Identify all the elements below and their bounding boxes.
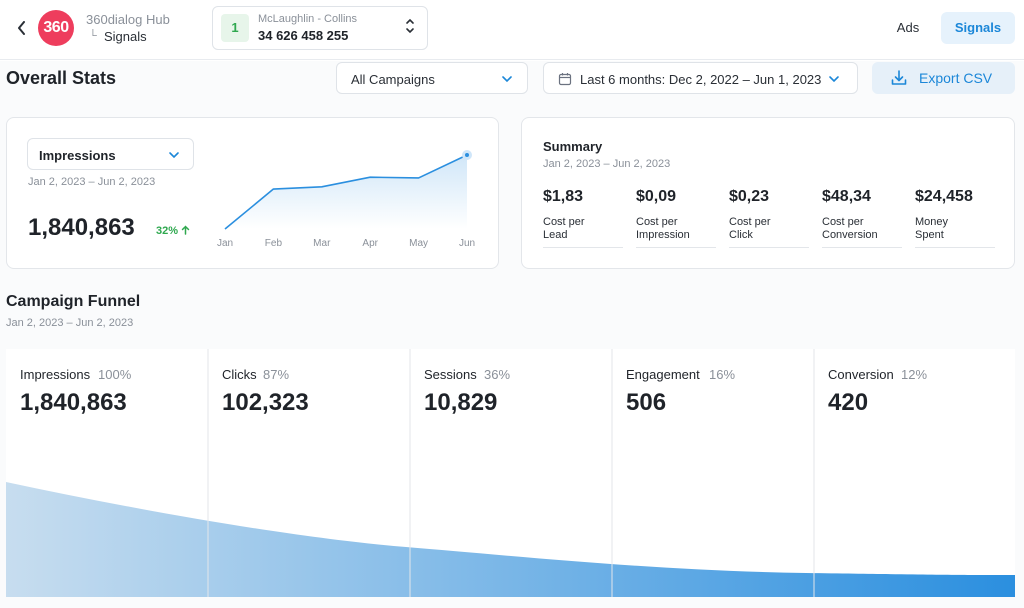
funnel-stage-clicks: Clicks 87% 102,323 xyxy=(208,349,410,597)
top-bar: 360 360dialog Hub └ Signals 1 McLaughlin… xyxy=(0,0,1024,60)
campaign-filter-value: All Campaigns xyxy=(351,72,435,87)
date-range-select[interactable]: Last 6 months: Dec 2, 2022 – Jun 1, 2023 xyxy=(543,62,858,94)
summary-date-range: Jan 2, 2023 – Jun 2, 2023 xyxy=(543,158,671,170)
campaign-filter-select[interactable]: All Campaigns xyxy=(336,62,528,94)
x-tick-label: May xyxy=(409,238,428,249)
stage-value: 420 xyxy=(828,389,869,416)
calendar-icon xyxy=(558,73,572,86)
stage-percent: 100% xyxy=(98,367,132,382)
x-tick-label: Apr xyxy=(362,238,378,249)
summary-money-spent: $24,458 Money Spent xyxy=(915,188,995,248)
arrow-up-icon xyxy=(181,225,190,235)
funnel-stage-conversion: Conversion 12% 420 xyxy=(814,349,1015,597)
funnel-stage-engagement: Engagement 16% 506 xyxy=(612,349,814,597)
sub-arrow-icon: └ xyxy=(89,30,97,42)
date-range-value: Last 6 months: Dec 2, 2022 – Jun 1, 2023 xyxy=(580,72,822,87)
funnel-title: Campaign Funnel xyxy=(6,293,141,310)
summary-label: Cost per Lead xyxy=(543,216,585,241)
summary-card: Summary Jan 2, 2023 – Jun 2, 2023 $1,83 … xyxy=(521,117,1015,269)
funnel-graphic xyxy=(6,349,1015,597)
summary-value: $48,34 xyxy=(822,188,871,205)
x-tick-label: Jan xyxy=(217,238,233,249)
summary-label: Cost per Impression xyxy=(636,216,690,241)
impressions-line-chart: Jan Feb Mar Apr May Jun xyxy=(217,150,475,249)
funnel-stage-sessions: Sessions 36% 10,829 xyxy=(410,349,612,597)
summary-value: $1,83 xyxy=(543,188,584,205)
x-tick-label: Jun xyxy=(459,238,475,249)
hub-section: Signals xyxy=(104,29,147,44)
stage-percent: 12% xyxy=(901,367,928,382)
stage-value: 10,829 xyxy=(424,389,498,416)
impressions-change-value: 32% xyxy=(156,225,179,237)
impressions-date-range: Jan 2, 2023 – Jun 2, 2023 xyxy=(28,176,156,188)
account-badge: 1 xyxy=(221,14,249,42)
chevron-down-icon xyxy=(829,76,839,83)
back-button[interactable] xyxy=(12,16,32,40)
chevron-down-icon xyxy=(502,76,512,83)
x-tick-label: Mar xyxy=(313,238,331,249)
hub-name: 360dialog Hub xyxy=(86,12,170,27)
summary-label: Money Spent xyxy=(915,216,949,241)
chart-series-line xyxy=(224,154,468,230)
funnel-date-range: Jan 2, 2023 – Jun 2, 2023 xyxy=(6,317,134,329)
summary-label: Cost per Conversion xyxy=(822,216,878,241)
summary-cost-per-click: $0,23 Cost per Click xyxy=(729,188,809,248)
stage-value: 1,840,863 xyxy=(20,389,127,416)
summary-title: Summary xyxy=(543,139,603,154)
metric-select-value: Impressions xyxy=(39,148,116,163)
summary-cost-per-conversion: $48,34 Cost per Conversion xyxy=(822,188,902,248)
funnel-stage-impressions: Impressions 100% 1,840,863 xyxy=(6,349,208,597)
summary-value: $24,458 xyxy=(915,188,973,205)
stage-value: 506 xyxy=(626,389,667,416)
stage-name: Engagement xyxy=(626,367,700,382)
metric-select[interactable]: Impressions xyxy=(27,138,194,170)
account-name: McLaughlin - Collins xyxy=(258,13,358,25)
export-csv-label: Export CSV xyxy=(919,70,993,86)
stage-value: 102,323 xyxy=(222,389,309,416)
impressions-card: Impressions Jan 2, 2023 – Jun 2, 2023 1,… xyxy=(6,117,499,269)
account-phone: 34 626 458 255 xyxy=(258,28,349,43)
chart-area xyxy=(225,155,467,229)
stage-percent: 16% xyxy=(709,367,736,382)
account-selector[interactable]: 1 McLaughlin - Collins 34 626 458 255 xyxy=(212,6,428,50)
impressions-change: 32% xyxy=(156,225,190,237)
nav-signals[interactable]: Signals xyxy=(941,12,1015,44)
export-csv-button[interactable]: Export CSV xyxy=(872,62,1015,94)
stage-name: Clicks xyxy=(222,367,257,382)
x-tick-label: Feb xyxy=(265,238,283,249)
summary-cost-per-lead: $1,83 Cost per Lead xyxy=(543,188,623,248)
stage-name: Conversion xyxy=(828,367,894,382)
stage-name: Sessions xyxy=(424,367,477,382)
chart-point[interactable] xyxy=(462,150,472,160)
stage-name: Impressions xyxy=(20,367,91,382)
up-down-chevron-icon xyxy=(405,17,415,37)
impressions-total: 1,840,863 xyxy=(28,214,135,241)
stage-percent: 87% xyxy=(263,367,290,382)
stage-percent: 36% xyxy=(484,367,511,382)
summary-value: $0,23 xyxy=(729,188,770,205)
summary-label: Cost per Click xyxy=(729,216,771,241)
hub-logo[interactable]: 360 xyxy=(38,10,74,46)
page-title: Overall Stats xyxy=(6,68,117,88)
chevron-left-icon xyxy=(18,21,25,35)
chevron-down-icon xyxy=(169,152,179,159)
campaign-funnel: Impressions 100% 1,840,863 Clicks 87% 10… xyxy=(6,349,1015,597)
nav-ads[interactable]: Ads xyxy=(896,20,920,35)
summary-cost-per-impression: $0,09 Cost per Impression xyxy=(636,188,716,248)
summary-value: $0,09 xyxy=(636,188,677,205)
download-icon xyxy=(891,70,907,85)
